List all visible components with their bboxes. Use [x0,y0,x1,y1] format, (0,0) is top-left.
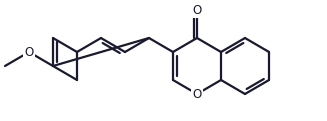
Text: O: O [25,45,34,58]
Text: O: O [192,87,202,101]
Text: O: O [192,4,202,16]
